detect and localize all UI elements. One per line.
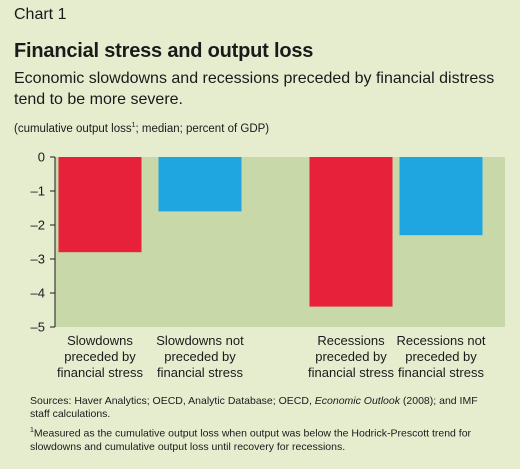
y-tick-label: 0 xyxy=(38,150,45,165)
category-label: financial stress xyxy=(157,365,243,380)
bars xyxy=(58,157,483,307)
chart-subtitle: Economic slowdowns and recessions preced… xyxy=(14,70,495,108)
sources-italic: Economic Outlook xyxy=(314,395,400,407)
category-label: financial stress xyxy=(308,365,394,380)
y-tick-label: –5 xyxy=(31,320,45,335)
sources-prefix: Sources: Haver Analytics; OECD, Analytic… xyxy=(30,395,315,407)
footnote: 1Measured as the cumulative output loss … xyxy=(30,424,500,454)
y-tick-label: –3 xyxy=(31,252,45,267)
category-label: preceded by xyxy=(405,349,477,364)
chart-number: Chart 1 xyxy=(14,6,67,23)
category-label: preceded by xyxy=(315,349,387,364)
bar xyxy=(158,157,242,212)
category-label: Recessions not xyxy=(397,333,486,348)
bar xyxy=(58,157,142,253)
category-label: preceded by xyxy=(164,349,236,364)
footnote-text: Measured as the cumulative output loss w… xyxy=(30,427,472,453)
category-label: Recessions xyxy=(317,333,385,348)
y-tick-label: –1 xyxy=(31,184,45,199)
category-label: Slowdowns xyxy=(67,333,133,348)
units-footnote-mark: 1 xyxy=(131,122,136,129)
sources-note: Sources: Haver Analytics; OECD, Analytic… xyxy=(30,395,500,421)
bar xyxy=(399,157,483,236)
units-rest: ; median; percent of GDP) xyxy=(135,122,270,135)
bar xyxy=(309,157,393,307)
category-label: financial stress xyxy=(398,365,484,380)
chart-title: Financial stress and output loss xyxy=(14,40,314,62)
sources-suffix: (2008); and IMF staff calculations. xyxy=(30,395,478,420)
y-tick-label: –4 xyxy=(31,286,45,301)
units-text: (cumulative output loss xyxy=(14,122,132,135)
y-tick-label: –2 xyxy=(31,218,45,233)
units-note: (cumulative output loss1; median; percen… xyxy=(14,122,269,135)
footnote-mark: 1 xyxy=(30,427,34,434)
category-label: financial stress xyxy=(57,365,143,380)
category-label: preceded by xyxy=(64,349,136,364)
category-label: Slowdowns not xyxy=(156,333,244,348)
y-ticks: 0 –1 –2 –3 –4 –5 xyxy=(31,150,55,335)
chart-notes: Sources: Haver Analytics; OECD, Analytic… xyxy=(30,395,500,457)
